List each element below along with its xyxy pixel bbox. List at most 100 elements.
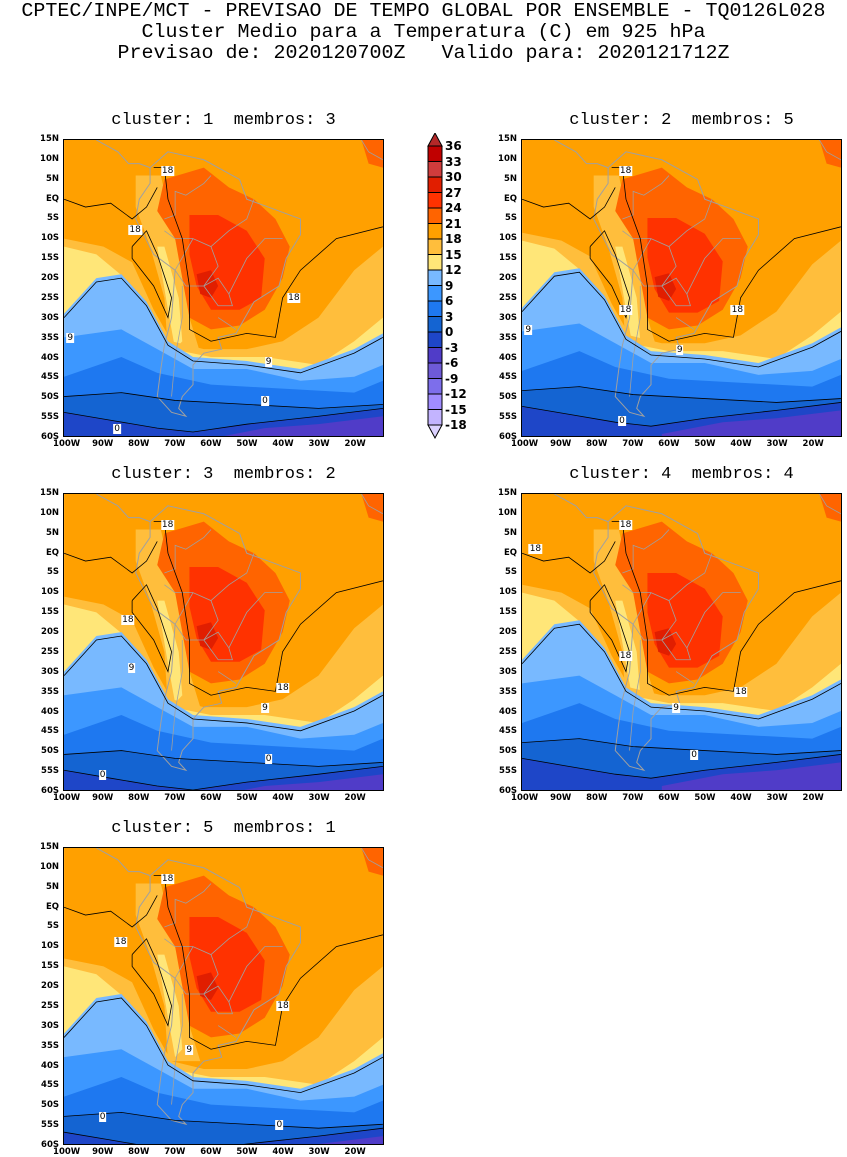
lat-tick-label: 15S	[499, 253, 517, 264]
contour-label: 9	[127, 662, 136, 673]
colorbar-swatch	[427, 192, 443, 209]
lat-tick-label: 25S	[41, 292, 59, 303]
lon-tick-label: 30W	[308, 1147, 330, 1157]
lon-tick-label: 20W	[344, 439, 366, 449]
lat-tick-label: 10S	[41, 941, 59, 952]
lat-tick-label: 10N	[40, 861, 59, 872]
cluster-map-2: 18 18 18 9 9 0 15N 10N 5N EQ 5S 10S 15S 20S 25S 30S 35S 4…	[498, 134, 842, 449]
contour-label: 18	[730, 304, 745, 315]
contour-label: 9	[264, 356, 273, 367]
shade-band-lm6	[661, 410, 841, 436]
contour-label: 0	[264, 754, 273, 765]
lat-tick-label: 5N	[503, 173, 517, 184]
colorbar-swatch	[427, 269, 443, 286]
lat-tick-label: EQ	[45, 547, 59, 558]
panel-title: cluster: 3 membros: 2	[111, 465, 336, 484]
contour-0	[64, 392, 383, 409]
lat-tick-label: 5N	[45, 881, 59, 892]
lat-tick-label: 35S	[499, 332, 517, 343]
lat-tick-label: 60S	[41, 786, 59, 796]
subtitle-variable: Cluster Medio para a Temperatura (C) em …	[141, 21, 706, 44]
lat-tick-label: 35S	[499, 686, 517, 697]
lat-tick-label: 5S	[46, 921, 59, 932]
contour-label: 0	[98, 770, 107, 781]
lon-tick-label: 100W	[53, 793, 81, 803]
lat-tick-label: 25S	[41, 1000, 59, 1011]
contour-label: 18	[276, 1000, 290, 1011]
panel-title: cluster: 1 membros: 3	[111, 111, 336, 130]
map-canvas	[521, 493, 842, 791]
country-border	[668, 199, 713, 247]
contour-9	[522, 271, 841, 368]
country-border	[629, 640, 641, 751]
contour-label: 18	[160, 873, 175, 884]
country-border	[228, 592, 283, 649]
lat-tick-label: 15S	[41, 961, 59, 972]
lat-tick-label: 50S	[41, 1100, 59, 1111]
lon-tick-label: 80W	[128, 793, 150, 803]
lat-tick-label: 15N	[40, 488, 59, 498]
lat-tick-label: 5S	[46, 567, 59, 578]
country-border	[171, 286, 183, 397]
contour-18	[611, 167, 841, 342]
lon-tick-label: 90W	[550, 439, 572, 449]
lon-tick-label: 40W	[272, 1147, 294, 1157]
lat-tick-label: 60S	[41, 1140, 59, 1150]
country-border	[661, 631, 691, 661]
contour-9	[64, 635, 383, 732]
country-border	[668, 553, 713, 601]
country-border	[217, 317, 237, 330]
colorbar-label: -15	[445, 402, 467, 417]
country-border	[686, 238, 741, 295]
colorbar-label: 33	[445, 154, 462, 169]
shade-27	[196, 972, 219, 1000]
colorbar-label: 12	[445, 263, 462, 277]
lat-tick-label: 60S	[499, 786, 517, 796]
coastline	[96, 848, 301, 1126]
country-border	[164, 883, 212, 928]
lon-tick-label: 70W	[622, 793, 644, 803]
contour-18	[153, 521, 383, 696]
country-border	[228, 946, 283, 1003]
lon-tick-label: 70W	[164, 1147, 186, 1157]
contour-label: 18	[160, 519, 175, 530]
contour-9	[522, 623, 841, 720]
colorbar-swatch	[427, 409, 443, 426]
contour-18	[131, 584, 172, 673]
colorbar	[427, 133, 443, 440]
country-border	[164, 529, 212, 574]
country-border	[622, 230, 652, 240]
lat-tick-label: 25S	[499, 646, 517, 657]
contour-label: 9	[524, 324, 533, 335]
country-border	[164, 938, 194, 948]
country-border	[203, 631, 233, 661]
colorbar-label: -12	[445, 387, 467, 401]
colorbar-swatch	[427, 285, 443, 302]
panel-title: cluster: 2 membros: 5	[569, 111, 794, 130]
contour-0-south	[522, 402, 841, 427]
africa-coastline	[361, 848, 383, 869]
lat-tick-label: 35S	[41, 332, 59, 343]
contour-18	[64, 541, 158, 574]
lon-tick-label: 50W	[236, 1147, 258, 1157]
colorbar-swatch	[427, 362, 443, 379]
colorbar-swatch	[427, 316, 443, 333]
lat-tick-label: 10N	[498, 507, 517, 518]
lon-tick-label: 60W	[200, 1147, 222, 1157]
lat-tick-label: 55S	[499, 412, 517, 423]
lat-tick-label: 15N	[498, 488, 517, 498]
lat-tick-label: 5N	[503, 527, 517, 538]
lat-tick-label: 30S	[41, 312, 59, 323]
contour-18	[64, 895, 158, 928]
lat-tick-label: 30S	[41, 666, 59, 677]
colorbar-swatch	[427, 238, 443, 255]
lat-tick-label: 15S	[41, 607, 59, 618]
contour-label: 18	[618, 165, 633, 176]
country-border	[622, 529, 670, 574]
colorbar-swatch	[427, 347, 443, 364]
lon-tick-label: 80W	[128, 1147, 150, 1157]
shade-27	[654, 273, 677, 301]
lon-tick-label: 100W	[53, 1147, 81, 1157]
contour-18	[131, 230, 172, 319]
lat-tick-label: 60S	[41, 432, 59, 442]
